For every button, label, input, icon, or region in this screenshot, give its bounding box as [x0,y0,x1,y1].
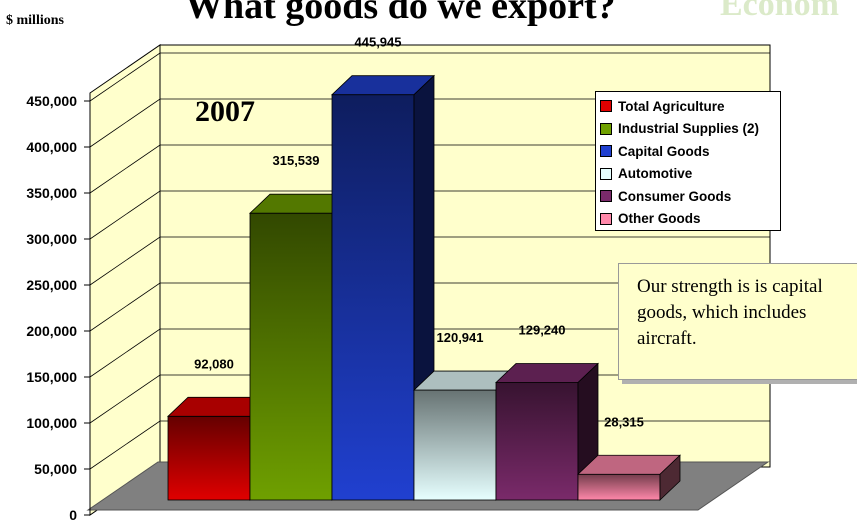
bar-front [331,94,415,501]
legend-item: Automotive [600,163,780,186]
chart-gridlines [89,52,770,470]
y-tick-label: 150,000 [26,369,77,385]
y-tick-label: 350,000 [26,185,77,201]
legend-item: Consumer Goods [600,185,780,208]
gridline [89,98,770,148]
gridline [89,190,770,240]
legend-swatch [600,122,612,135]
legend-item: Capital Goods [600,140,780,163]
y-axis-ticks: 0 50,000 100,000 150,000 200,000 250,000 300,0… [26,93,91,521]
y-tick-label: 50,000 [34,461,77,477]
chart-title: What goods do we export? [185,0,616,27]
value-label: 445,945 [355,35,402,50]
gridline [89,282,770,332]
legend-swatch [600,212,612,225]
legend-label: Industrial Supplies (2) [618,121,760,137]
value-label: 28,315 [604,414,644,429]
callout-note: Our strength is is capital goods, which … [618,263,857,380]
legend-label: Other Goods [618,211,701,227]
legend-label: Automotive [618,166,693,182]
legend-swatch [600,167,612,180]
gridline [89,328,770,378]
legend-item: Total Agriculture [600,95,780,118]
y-tick-label: 200,000 [26,323,77,339]
value-labels: 92,080 315,539 445,945 120,941 129,240 28,315 [194,35,644,430]
gridline [89,144,770,194]
legend-swatch [600,190,612,203]
bar-front [249,212,333,501]
legend-swatch [600,100,612,113]
legend-label: Total Agriculture [618,98,725,114]
y-tick-label: 450,000 [26,93,77,109]
value-label: 315,539 [273,153,320,168]
side-wall [89,44,161,516]
legend-swatch [600,145,612,158]
y-tick-label: 100,000 [26,415,77,431]
y-tick-label: 400,000 [26,139,77,155]
bar-front [167,415,251,501]
value-label: 120,941 [437,330,484,345]
value-label: 129,240 [519,323,566,338]
y-tick-label: 0 [69,507,77,521]
y-tick-label: 300,000 [26,231,77,247]
gridline [89,236,770,286]
y-axis-unit-label: $ millions [6,13,64,28]
watermark: Econom [720,0,839,23]
bar-side [659,454,681,501]
legend-item: Other Goods [600,208,780,231]
chart-bars [166,74,682,501]
gridline [89,52,770,102]
value-label: 92,080 [194,356,234,371]
legend-item: Industrial Supplies (2) [600,118,780,141]
y-tick-label: 250,000 [26,277,77,293]
bar-front [577,473,661,501]
legend: Total Agriculture Industrial Supplies (2… [595,91,781,231]
legend-label: Consumer Goods [618,188,732,204]
bar-other-goods [576,454,682,501]
bar-front [495,382,579,501]
chart-year: 2007 [195,95,255,128]
legend-label: Capital Goods [618,143,710,159]
bar-front [413,389,497,501]
